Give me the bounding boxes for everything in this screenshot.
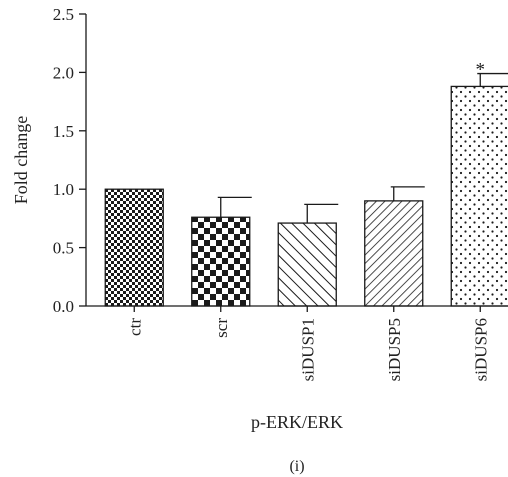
x-tick-label: siDUSP1 [298, 318, 317, 381]
y-axis-label: Fold change [11, 116, 31, 204]
bar-sidusp1 [277, 222, 337, 307]
x-axis: ctr scr siDUSP1 siDUSP5 siDUSP6 [86, 305, 508, 381]
y-tick-label: 1.0 [53, 180, 74, 199]
bar-sidusp5 [364, 200, 424, 307]
y-tick-label: 1.5 [53, 122, 74, 141]
bar-scr [191, 216, 251, 307]
y-tick-label: 2.0 [53, 63, 74, 82]
x-tick-label: ctr [125, 318, 144, 336]
y-tick-label: 0.5 [53, 239, 74, 258]
x-tick-label: scr [212, 318, 231, 338]
y-axis: 0.0 0.5 1.0 1.5 2.0 2.5 [53, 5, 87, 316]
x-axis-label: p-ERK/ERK [251, 412, 343, 432]
significance-marker: * [476, 60, 486, 81]
bar-series: * [104, 60, 508, 307]
y-tick-label: 2.5 [53, 5, 74, 24]
y-tick-label: 0.0 [53, 297, 74, 316]
bar-ctr [104, 188, 164, 307]
panel-label: (i) [289, 458, 304, 475]
x-tick-label: siDUSP6 [471, 318, 490, 381]
bar-sidusp6 [450, 85, 508, 307]
x-tick-label: siDUSP5 [385, 318, 404, 381]
